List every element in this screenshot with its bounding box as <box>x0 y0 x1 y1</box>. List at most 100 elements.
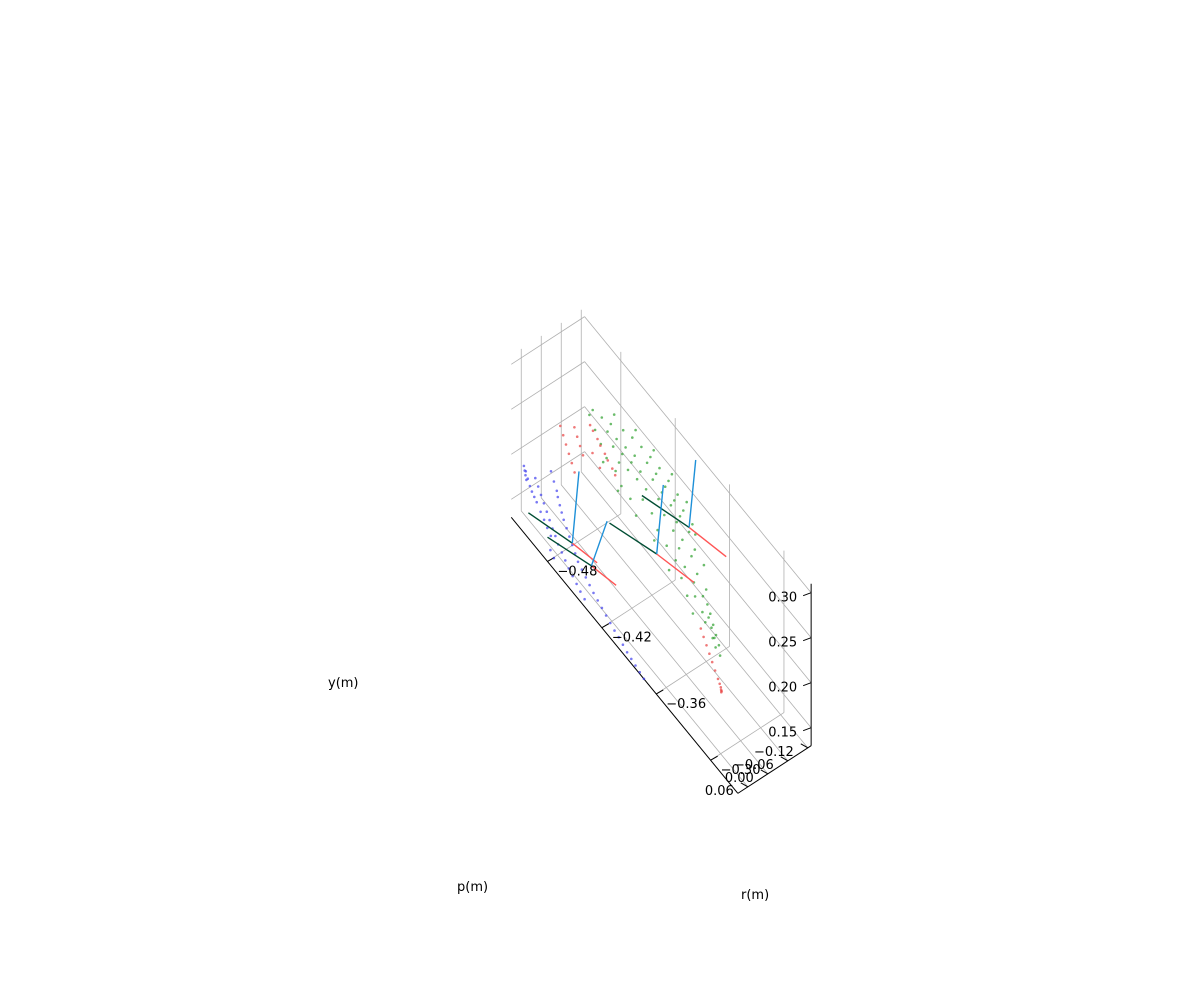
y-axis-label: y(m) <box>328 676 359 691</box>
coordinate-frames <box>528 459 727 586</box>
data-point <box>579 590 582 593</box>
data-point <box>685 594 689 597</box>
data-point <box>702 635 705 639</box>
data-point <box>663 513 666 517</box>
data-point <box>633 454 636 458</box>
data-point <box>588 413 591 417</box>
data-point <box>568 535 571 538</box>
data-point <box>596 599 599 602</box>
data-point <box>564 443 568 446</box>
data-point <box>556 495 560 499</box>
data-point <box>710 626 713 629</box>
data-point <box>576 560 580 564</box>
data-point <box>539 493 543 497</box>
p-tick-label: 0.00 <box>725 771 754 786</box>
data-point <box>564 559 567 562</box>
data-point <box>650 512 654 515</box>
data-point <box>704 621 707 624</box>
data-point <box>603 452 607 456</box>
data-point <box>609 422 613 426</box>
r-tick-label: −0.36 <box>666 697 706 712</box>
frame-z-axis <box>590 520 608 567</box>
data-point <box>682 509 685 512</box>
frame-x-axis <box>688 526 727 558</box>
data-point <box>640 445 643 449</box>
data-point <box>645 461 649 465</box>
data-point <box>606 459 610 462</box>
r-tick-label: −0.42 <box>612 631 652 646</box>
grid-line-y-wall-p <box>584 361 812 638</box>
data-point <box>613 473 617 477</box>
data-point <box>613 629 616 632</box>
data-point <box>591 451 594 455</box>
data-point <box>571 574 574 578</box>
data-point <box>677 547 681 550</box>
p-tick-label: −0.12 <box>754 745 794 760</box>
data-point <box>523 469 526 472</box>
data-point <box>570 461 574 465</box>
data-point <box>616 489 620 493</box>
data-point <box>694 533 697 536</box>
r-tick <box>601 623 610 629</box>
data-point <box>561 433 565 437</box>
data-point <box>581 454 585 457</box>
frame-z-axis <box>571 471 580 544</box>
data-point <box>535 500 538 504</box>
data-point <box>604 614 608 617</box>
data-point <box>611 445 615 448</box>
data-point <box>701 594 705 598</box>
y-tick <box>802 682 812 687</box>
data-point <box>716 677 720 681</box>
data-point <box>562 518 565 522</box>
back-pane-p <box>584 307 812 746</box>
data-point <box>612 413 616 416</box>
data-point <box>615 437 618 441</box>
data-point <box>706 603 709 606</box>
r-tick-label: −0.30 <box>721 763 761 778</box>
data-point <box>638 670 641 674</box>
data-point <box>525 478 528 482</box>
data-point <box>549 534 553 538</box>
data-point <box>575 435 579 439</box>
data-point <box>621 643 625 646</box>
data-point <box>536 485 540 488</box>
data-point <box>667 568 671 572</box>
data-point <box>685 500 688 504</box>
data-point <box>621 452 624 456</box>
data-point <box>719 686 723 689</box>
data-point <box>620 484 623 488</box>
data-point <box>600 416 604 419</box>
data-point <box>717 643 721 647</box>
y-tick-label: 0.20 <box>768 681 797 696</box>
data-point <box>701 610 704 614</box>
data-point <box>591 408 594 412</box>
data-point <box>639 470 642 473</box>
floor-pane <box>511 469 812 794</box>
data-point <box>699 627 703 630</box>
data-point <box>683 565 687 569</box>
r-axis-label: r(m) <box>741 888 769 903</box>
grid-line-y-wall-r <box>511 406 585 455</box>
data-point <box>709 612 712 615</box>
y-tick <box>802 637 812 642</box>
data-point <box>599 444 602 447</box>
grid-line-y-wall-r <box>511 316 585 365</box>
data-point <box>720 690 723 694</box>
data-point <box>584 576 588 579</box>
data-point <box>598 466 602 470</box>
data-point <box>667 479 670 483</box>
data-point <box>600 606 604 610</box>
data-point <box>707 616 710 619</box>
data-point <box>617 635 620 639</box>
data-point <box>630 461 633 464</box>
data-point <box>567 452 571 456</box>
data-point <box>644 488 648 491</box>
r-tick <box>710 755 718 761</box>
data-point <box>549 548 552 552</box>
data-point <box>565 526 568 530</box>
data-point <box>630 657 633 661</box>
data-point <box>522 464 526 468</box>
data-point <box>681 538 684 542</box>
grid-line-r-floor <box>601 579 676 629</box>
